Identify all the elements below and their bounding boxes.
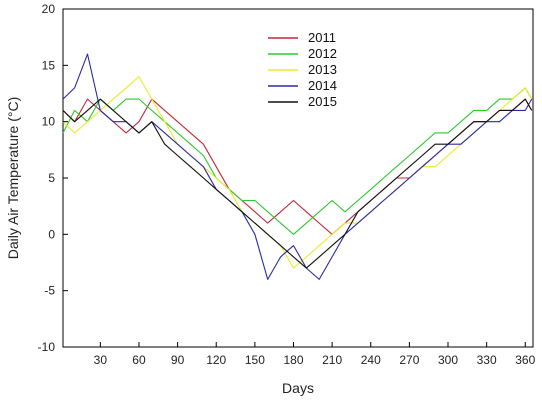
legend-label-2011: 2011 bbox=[308, 30, 336, 45]
y-axis-label: Daily Air Temperature (°C) bbox=[5, 97, 21, 260]
x-tick-label: 240 bbox=[361, 353, 381, 367]
x-tick-label: 90 bbox=[171, 353, 185, 367]
series-line-2015 bbox=[62, 98, 533, 269]
x-tick-label: 300 bbox=[438, 353, 458, 367]
x-tick-label: 120 bbox=[206, 353, 226, 367]
legend-label-2014: 2014 bbox=[308, 78, 337, 93]
legend-label-2013: 2013 bbox=[308, 62, 337, 77]
series-layer bbox=[62, 53, 533, 280]
series-line-2012 bbox=[62, 87, 533, 235]
x-tick-label: 210 bbox=[322, 353, 342, 367]
ticks-layer: 30 60 90 120 150 180 210 240 270 300 330 360 -10 -5 0 5… bbox=[38, 2, 536, 367]
x-tick-label: 360 bbox=[515, 353, 535, 367]
plot-area bbox=[62, 8, 534, 348]
x-tick-label: 180 bbox=[283, 353, 303, 367]
x-tick-label: 330 bbox=[477, 353, 497, 367]
y-tick-label: 5 bbox=[48, 171, 55, 185]
y-tick-label: 15 bbox=[42, 58, 56, 72]
y-tick-label: -10 bbox=[38, 340, 56, 354]
x-tick-label: 60 bbox=[132, 353, 146, 367]
y-tick-label: 10 bbox=[42, 115, 56, 129]
y-tick-label: 0 bbox=[48, 227, 55, 241]
legend-label-2015: 2015 bbox=[308, 94, 337, 109]
legend-label-2012: 2012 bbox=[308, 46, 337, 61]
x-tick-label: 270 bbox=[399, 353, 419, 367]
y-tick-label: -5 bbox=[44, 284, 55, 298]
x-axis-label: Days bbox=[282, 380, 314, 396]
y-tick-label: 20 bbox=[42, 2, 56, 16]
x-tick-label: 150 bbox=[245, 353, 265, 367]
x-tick-label: 30 bbox=[94, 353, 108, 367]
